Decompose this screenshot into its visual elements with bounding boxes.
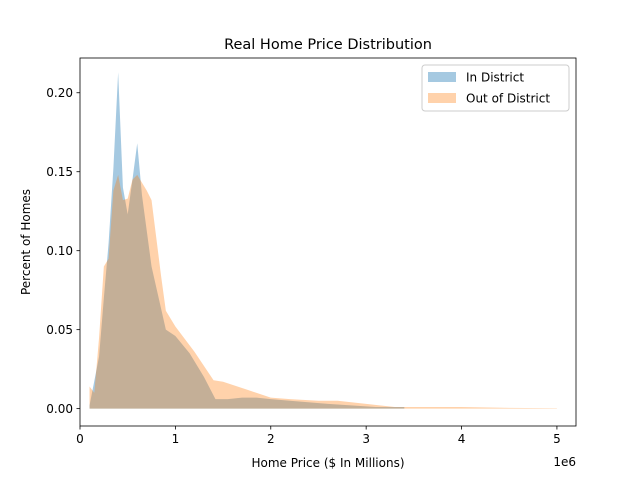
x-tick-label: 0 [76,432,84,446]
x-axis-label: Home Price ($ In Millions) [252,456,405,470]
plot-frame [79,57,577,427]
y-axis-label: Percent of Homes [19,189,33,295]
y-tick-label: 0.20 [46,86,73,100]
series-area-2 [89,174,557,409]
legend-label-2: Out of District [466,92,550,106]
legend-label-1: In District [466,71,524,85]
y-tick-label: 0.05 [46,323,73,337]
y-tick-label: 0.15 [46,165,73,179]
x-axis-offset-label: 1e6 [553,455,576,469]
y-tick-label: 0.00 [46,402,73,416]
chart-title: Real Home Price Distribution [224,37,432,53]
legend-box [421,64,570,112]
legend-swatch-1 [428,72,456,82]
axes-layer: 0 1 2 3 4 5 0.00 0.05 0.10 0.15 0.20 [46,57,577,446]
x-tick-label: 1 [172,432,180,446]
legend: In District Out of District [421,64,570,112]
legend-swatch-2 [428,93,456,103]
series-layer [89,72,557,409]
plot-background [80,58,576,426]
series-area-1 [89,72,405,409]
x-tick-label: 4 [458,432,466,446]
x-tick-label: 3 [362,432,370,446]
x-tick-label: 5 [553,432,561,446]
y-tick-label: 0.10 [46,244,73,258]
x-tick-label: 2 [267,432,275,446]
plot-area [80,58,576,426]
